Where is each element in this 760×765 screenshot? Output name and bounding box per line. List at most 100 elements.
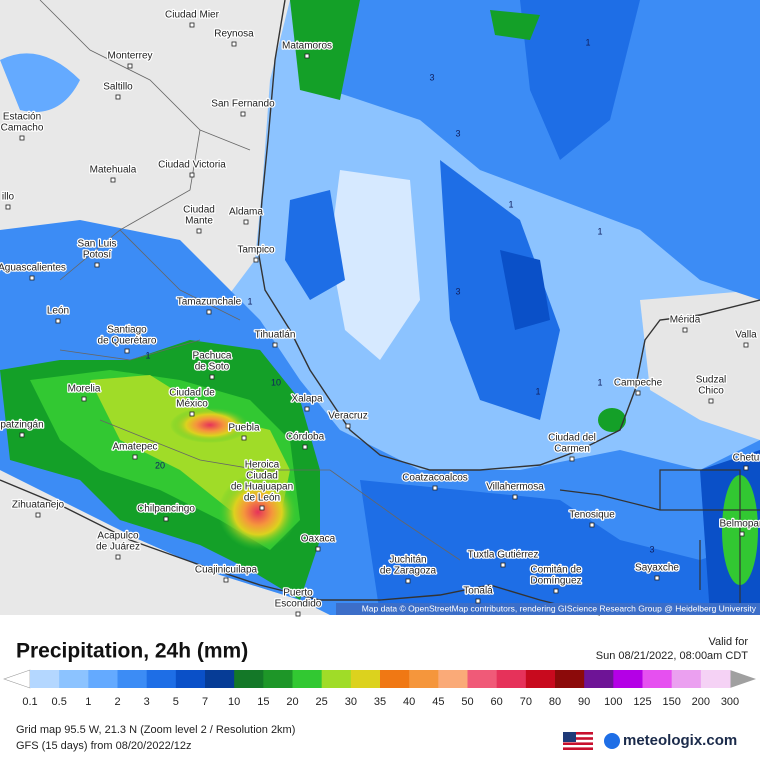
coastline [257,0,760,471]
legend-swatch [496,670,527,688]
brand[interactable]: meteologix.com [623,732,737,749]
city-label: Acapulco [97,531,139,542]
city-label: Estación [3,112,41,123]
city-marker [253,257,259,263]
legend-label: 15 [257,696,269,708]
attribution: Map data © OpenStreetMap contributors, r… [362,603,757,613]
city-marker [206,309,212,315]
city-marker [272,342,278,348]
legend-swatch [30,670,60,688]
precip-area [520,0,640,160]
city-marker [19,432,25,438]
contour-label: 1 [597,377,602,387]
city-label: de Juárez [96,542,140,553]
city-marker [302,444,308,450]
legend-label: 70 [520,696,532,708]
legend-label: 0.1 [22,696,37,708]
contour-label: 1 [247,296,252,306]
coastline [0,479,601,616]
city-marker [432,485,438,491]
city-label: Oaxaca [301,534,336,545]
legend-swatch [263,670,293,688]
legend-label: 60 [491,696,503,708]
city-label: de León [244,493,280,504]
city-marker [19,135,25,141]
legend: 0.1 0.5 1 2 3 5 7 10 15 20 25 30 35 40 45 50 60 70 80 90 100… [3,669,756,708]
legend-swatch [234,670,264,688]
map-area: Map data © OpenStreetMap contributors, r… [0,0,760,616]
legend-swatch [59,670,89,688]
city-label: Tuxtla Gutiérrez [468,550,539,561]
city-label: Mante [185,216,213,227]
city-marker [35,512,41,518]
precip-area [490,10,540,40]
city-label: Santiago [107,325,147,336]
city-marker [94,262,100,268]
city-label: Ciudad del [548,433,596,444]
city-marker [569,456,575,462]
city-label: Ciudad Victoria [158,160,226,171]
city-label: Pachuca [193,351,232,362]
city-label: Tihuatlán [255,330,296,341]
city-label: Carmen [554,444,590,455]
city-label: Aldama [229,207,263,218]
contour-label: 1 [585,37,590,47]
land [0,470,330,615]
city-label: Córdoba [286,432,325,443]
contour-label: 3 [649,544,654,554]
legend-swatch [438,670,468,688]
city-marker [81,396,87,402]
city-label: Ciudad Mier [165,10,220,21]
city-marker [243,219,249,225]
state-border [39,0,461,561]
city-marker [259,505,265,511]
precip-area [598,408,626,432]
city-label: León [47,306,69,317]
city-label: San Fernando [211,99,275,110]
city-label: Ciudad [246,471,278,482]
city-label: Chilpancingo [137,504,195,515]
contour-label: 20 [155,460,165,470]
legend-swatch [380,670,410,688]
legend-arrow-below [3,669,31,689]
city-label: Aguascalientes [0,263,66,274]
city-label: Juchitán [389,555,426,566]
logo-icon [604,733,620,749]
legend-swatch [350,670,381,688]
city-marker [110,177,116,183]
legend-label: 50 [461,696,473,708]
legend-label: 300 [721,696,739,708]
legend-label: 3 [144,696,150,708]
contour-label: 1 [597,226,602,236]
legend-label: 40 [403,696,415,708]
city-label: Sudzal [696,375,727,386]
legend-label: 10 [228,696,240,708]
legend-label: 35 [374,696,386,708]
contour-label: 3 [455,128,460,138]
legend-label: 25 [316,696,328,708]
city-marker [654,575,660,581]
city-label: Heroica [245,460,280,471]
city-marker [115,94,121,100]
contour-label: 3 [429,72,434,82]
city-label: Potosí [83,250,112,261]
city-marker [209,374,215,380]
city-label: Coatzacoalcos [402,473,468,484]
city-marker [163,516,169,522]
title: Precipitation, 24h (mm) [16,640,248,663]
city-label: Saltillo [103,82,133,93]
legend-swatch [117,670,148,688]
city-label: Tampico [237,245,275,256]
city-label: Villahermosa [486,482,544,493]
valid-time: Sun 08/21/2022, 08:00am CDT [596,650,749,662]
legend-label: 2 [114,696,120,708]
city-label: Puerto [283,588,313,599]
city-marker [743,465,749,471]
legend-swatch [700,670,731,688]
city-label: Matamoros [282,41,332,52]
city-label: Puebla [228,423,260,434]
city-marker [115,554,121,560]
city-label: Veracruz [328,411,367,422]
city-marker [127,63,133,69]
